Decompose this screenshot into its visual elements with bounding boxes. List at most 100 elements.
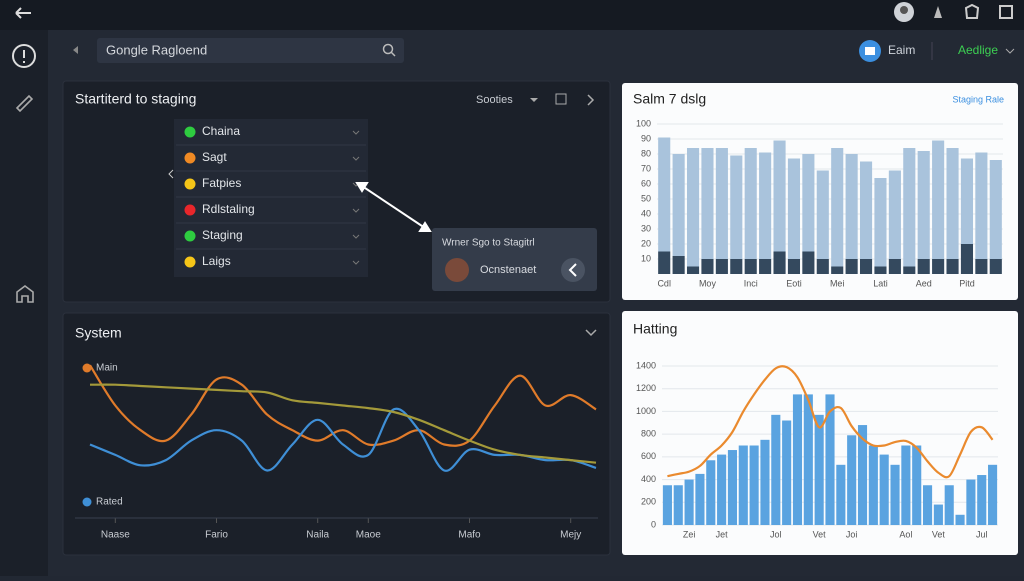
bar (773, 140, 786, 252)
popup-card (432, 228, 597, 291)
popup-name: Ocnstenaet (480, 264, 536, 276)
bar (831, 148, 844, 267)
icon-pencil[interactable] (15, 94, 34, 113)
bar (932, 140, 945, 259)
icon-edit[interactable] (999, 5, 1013, 19)
bar (845, 154, 858, 259)
y-tick-label: 20 (641, 238, 651, 248)
bar (903, 266, 916, 274)
stage-chevron[interactable] (352, 260, 360, 265)
status-chevron (1005, 48, 1015, 54)
bar (771, 414, 781, 525)
bar (816, 170, 829, 259)
bar (933, 504, 943, 525)
x-tick-label: Jet (716, 529, 729, 539)
bar (749, 445, 759, 525)
bar (888, 170, 901, 259)
icon-home[interactable] (16, 285, 34, 303)
bar (874, 266, 887, 274)
stage-label: Sagt (202, 150, 227, 164)
stage-chevron[interactable] (352, 130, 360, 135)
bar (787, 259, 801, 274)
x-tick-label: Mei (830, 278, 845, 288)
x-tick-label: Inci (744, 278, 758, 288)
bar (901, 445, 911, 525)
status-dot (184, 152, 196, 164)
bar (727, 450, 738, 525)
bar (836, 464, 846, 525)
stage-chevron[interactable] (352, 208, 360, 213)
legend-entry: Main (96, 363, 118, 374)
bar (975, 259, 988, 274)
y-tick-label: 1200 (636, 383, 656, 393)
popup-button[interactable] (561, 258, 585, 282)
search-icon[interactable] (382, 43, 394, 55)
y-tick-label: 80 (641, 148, 651, 158)
line-series (89, 383, 597, 464)
bar (977, 475, 987, 525)
status-dot (184, 126, 196, 138)
x-tick-label: Jol (770, 529, 782, 539)
x-tick-label: Naila (306, 530, 329, 541)
search-icon-handle (390, 51, 396, 57)
stage-chevron[interactable] (352, 156, 360, 161)
connector-arrow (355, 182, 432, 232)
bar (874, 178, 887, 267)
bar (955, 514, 965, 525)
bar (946, 259, 959, 274)
search-text: Gongle Ragloend (106, 42, 207, 57)
sidebar (0, 30, 48, 576)
bar (802, 251, 815, 274)
bar (960, 244, 974, 274)
bar (989, 160, 1002, 259)
bar (814, 414, 824, 525)
x-tick-label: Moy (699, 278, 717, 288)
icon-next[interactable] (587, 94, 595, 106)
charts: Salm 7 dslg 10 20 30 40 50 60 70 80 90 100 Cdl Moy In… (75, 91, 1004, 541)
icon-bell[interactable] (934, 6, 942, 18)
icon-user[interactable] (555, 93, 567, 105)
search-box[interactable] (97, 38, 404, 63)
x-tick-label: Eoti (786, 278, 802, 288)
bar (759, 152, 772, 259)
bar (744, 148, 757, 259)
bar (802, 154, 815, 252)
bar (701, 259, 714, 274)
bar (658, 137, 671, 252)
bar (658, 251, 671, 274)
user-name: Eaim (888, 43, 915, 57)
bar (912, 445, 922, 525)
collapse-arrow[interactable] (73, 46, 78, 54)
panel-title: Startiterd to staging (75, 91, 196, 107)
bar (738, 445, 748, 525)
icon-alert[interactable] (12, 44, 36, 68)
bar (932, 259, 945, 274)
bar (803, 394, 813, 525)
bar (760, 439, 770, 525)
status-text[interactable]: Aedlige (958, 43, 998, 57)
stage-chevron[interactable] (352, 234, 360, 239)
bar (730, 155, 743, 259)
panel-chevron[interactable] (585, 329, 597, 337)
bar (782, 420, 792, 525)
stage-label: Laigs (202, 254, 231, 268)
stage-items: Chaina Sagt Fatpies Rdlstaling Staging Laigs (176, 124, 366, 268)
bar (989, 259, 1002, 274)
bar (672, 256, 685, 274)
filter-caret (530, 98, 538, 102)
x-tick-label: Lati (873, 278, 888, 288)
y-tick-label: 60 (641, 178, 651, 188)
icon-shield[interactable] (964, 3, 980, 19)
bar (686, 148, 700, 267)
x-tick-label: Mafo (458, 530, 481, 541)
filter-dropdown[interactable]: Sooties (476, 94, 513, 106)
back-button[interactable] (15, 7, 31, 19)
bar (787, 158, 801, 259)
avatar-head (900, 6, 908, 14)
bar (706, 460, 716, 525)
bar (715, 259, 728, 274)
legend-dot (82, 497, 92, 507)
x-tick-label: Fario (205, 530, 228, 541)
bar (825, 394, 835, 525)
bar (988, 464, 998, 525)
